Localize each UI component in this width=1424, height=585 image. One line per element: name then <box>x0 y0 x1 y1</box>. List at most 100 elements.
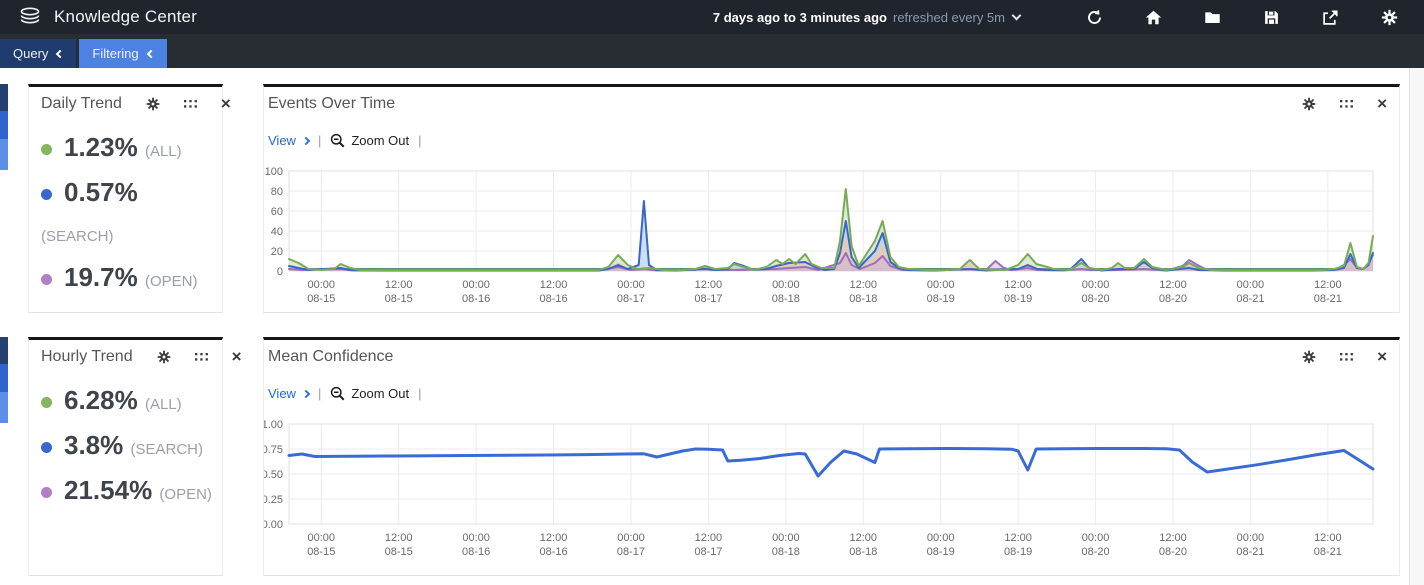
svg-text:12:00: 12:00 <box>540 532 568 544</box>
panel-settings-gear-icon[interactable] <box>1302 350 1316 364</box>
search-series-dot <box>41 441 52 453</box>
panel-drag-grid-icon[interactable] <box>1340 352 1353 362</box>
svg-text:08-18: 08-18 <box>849 293 877 305</box>
svg-text:08-17: 08-17 <box>694 546 722 558</box>
svg-text:00:00: 00:00 <box>307 532 335 544</box>
refresh-icon[interactable] <box>1086 9 1103 26</box>
svg-text:00:00: 00:00 <box>617 279 645 291</box>
stat-search: 3.8% (SEARCH) <box>41 425 212 470</box>
panel-close-icon[interactable]: × <box>1377 347 1387 366</box>
stat-open: 21.54% (OPEN) <box>41 470 212 515</box>
events-over-time-chart[interactable]: 0 20 40 60 80 100 00:00 08-15 12:00 08-15 00:00 08-… <box>264 159 1399 311</box>
stat-search: 0.57% (SEARCH) <box>41 172 212 257</box>
svg-text:08-19: 08-19 <box>927 293 955 305</box>
stat-label: (ALL) <box>144 396 182 413</box>
svg-text:0: 0 <box>277 266 283 278</box>
svg-text:08-16: 08-16 <box>539 293 567 305</box>
svg-text:00:00: 00:00 <box>1082 279 1110 291</box>
svg-text:12:00: 12:00 <box>695 532 723 544</box>
tab-filtering[interactable]: Filtering <box>79 39 167 68</box>
svg-text:08-18: 08-18 <box>772 293 800 305</box>
stat-label: (ALL) <box>144 143 182 160</box>
zoom-out-button[interactable]: Zoom Out <box>330 133 409 148</box>
collapsed-panel-strip[interactable] <box>0 84 8 170</box>
stat-open: 19.7% (OPEN) <box>41 257 212 302</box>
svg-text:00:00: 00:00 <box>462 532 490 544</box>
panel-drag-grid-icon[interactable] <box>194 352 208 362</box>
separator: | <box>317 386 322 401</box>
time-range-picker[interactable]: 7 days ago to 3 minutes ago refreshed ev… <box>713 9 1022 25</box>
svg-text:08-20: 08-20 <box>1159 293 1187 305</box>
folder-icon[interactable] <box>1204 9 1221 26</box>
stat-label: (OPEN) <box>159 486 212 503</box>
panel-settings-gear-icon[interactable] <box>157 350 171 364</box>
svg-text:08-21: 08-21 <box>1236 546 1264 558</box>
mean-confidence-chart[interactable]: 0.00 0.25 0.50 0.75 1.00 00:00 08-15 12:00 08-15… <box>262 412 1399 564</box>
panel-drag-grid-icon[interactable] <box>1340 99 1353 109</box>
panel-close-icon[interactable]: × <box>1377 94 1387 113</box>
hourly-trend-stats: 6.28% (ALL) 3.8% (SEARCH) 21.54% (OPEN) <box>29 366 222 515</box>
svg-text:12:00: 12:00 <box>1159 532 1187 544</box>
svg-text:0.00: 0.00 <box>264 519 283 531</box>
daily-trend-stats: 1.23% (ALL) 0.57% (SEARCH) 19.7% (OPEN) <box>29 113 222 302</box>
svg-text:08-21: 08-21 <box>1314 546 1342 558</box>
svg-text:08-15: 08-15 <box>307 293 335 305</box>
magnifier-minus-icon <box>331 386 345 401</box>
view-link[interactable]: View <box>268 386 311 401</box>
svg-text:08-15: 08-15 <box>385 293 413 305</box>
panel-events-over-time: Events Over Time × <box>263 84 1400 313</box>
svg-text:08-16: 08-16 <box>462 293 490 305</box>
panel-settings-gear-icon[interactable] <box>146 97 160 111</box>
collapsed-panel-strip[interactable] <box>0 337 8 423</box>
svg-text:12:00: 12:00 <box>1004 279 1032 291</box>
tab-query-label: Query <box>13 46 49 61</box>
zoom-out-button[interactable]: Zoom Out <box>330 386 409 401</box>
svg-text:00:00: 00:00 <box>1237 532 1265 544</box>
chevron-left-icon <box>146 49 155 58</box>
chevron-right-icon <box>301 389 311 398</box>
tab-filtering-label: Filtering <box>92 46 139 61</box>
separator: | <box>317 133 322 148</box>
open-series-dot <box>41 273 52 285</box>
share-icon[interactable] <box>1322 9 1339 26</box>
svg-text:08-15: 08-15 <box>307 546 335 558</box>
svg-text:12:00: 12:00 <box>540 279 568 291</box>
scrollbar-track[interactable] <box>1409 68 1424 585</box>
all-series-dot <box>41 143 52 155</box>
panel-close-icon[interactable]: × <box>220 94 231 113</box>
svg-text:00:00: 00:00 <box>772 532 800 544</box>
tab-query[interactable]: Query <box>0 39 77 68</box>
svg-text:00:00: 00:00 <box>307 279 335 291</box>
view-link[interactable]: View <box>268 133 311 148</box>
stat-value: 6.28% <box>64 385 138 415</box>
svg-text:60: 60 <box>271 206 283 218</box>
home-icon[interactable] <box>1145 9 1162 26</box>
gear-icon[interactable] <box>1381 9 1398 26</box>
svg-text:00:00: 00:00 <box>1237 279 1265 291</box>
panel-drag-grid-icon[interactable] <box>183 99 197 109</box>
svg-text:00:00: 00:00 <box>462 279 490 291</box>
zoom-out-label: Zoom Out <box>351 133 410 148</box>
stat-label: (OPEN) <box>144 273 198 290</box>
view-link-label: View <box>268 133 296 148</box>
database-logo-icon <box>18 5 42 29</box>
save-icon[interactable] <box>1263 9 1280 26</box>
svg-text:08-18: 08-18 <box>772 546 800 558</box>
dashboard-tab-bar: Query Filtering <box>0 34 1424 68</box>
panel-mean-confidence: Mean Confidence × <box>262 337 1400 576</box>
panel-title: Mean Confidence <box>268 348 394 365</box>
app-header: Knowledge Center 7 days ago to 3 minutes… <box>0 0 1424 34</box>
search-series-dot <box>41 188 52 200</box>
separator: | <box>418 133 422 148</box>
separator: | <box>418 386 422 401</box>
panel-settings-gear-icon[interactable] <box>1302 97 1316 111</box>
chevron-down-icon <box>1011 10 1022 21</box>
svg-text:08-20: 08-20 <box>1159 546 1187 558</box>
svg-text:08-17: 08-17 <box>617 546 645 558</box>
refresh-interval-label: refreshed every 5m <box>893 9 1005 25</box>
panel-title: Daily Trend <box>41 95 122 112</box>
svg-text:08-17: 08-17 <box>617 293 645 305</box>
stat-value: 0.57% <box>64 177 138 207</box>
panel-close-icon[interactable]: × <box>231 347 242 366</box>
stat-all: 6.28% (ALL) <box>41 380 212 425</box>
